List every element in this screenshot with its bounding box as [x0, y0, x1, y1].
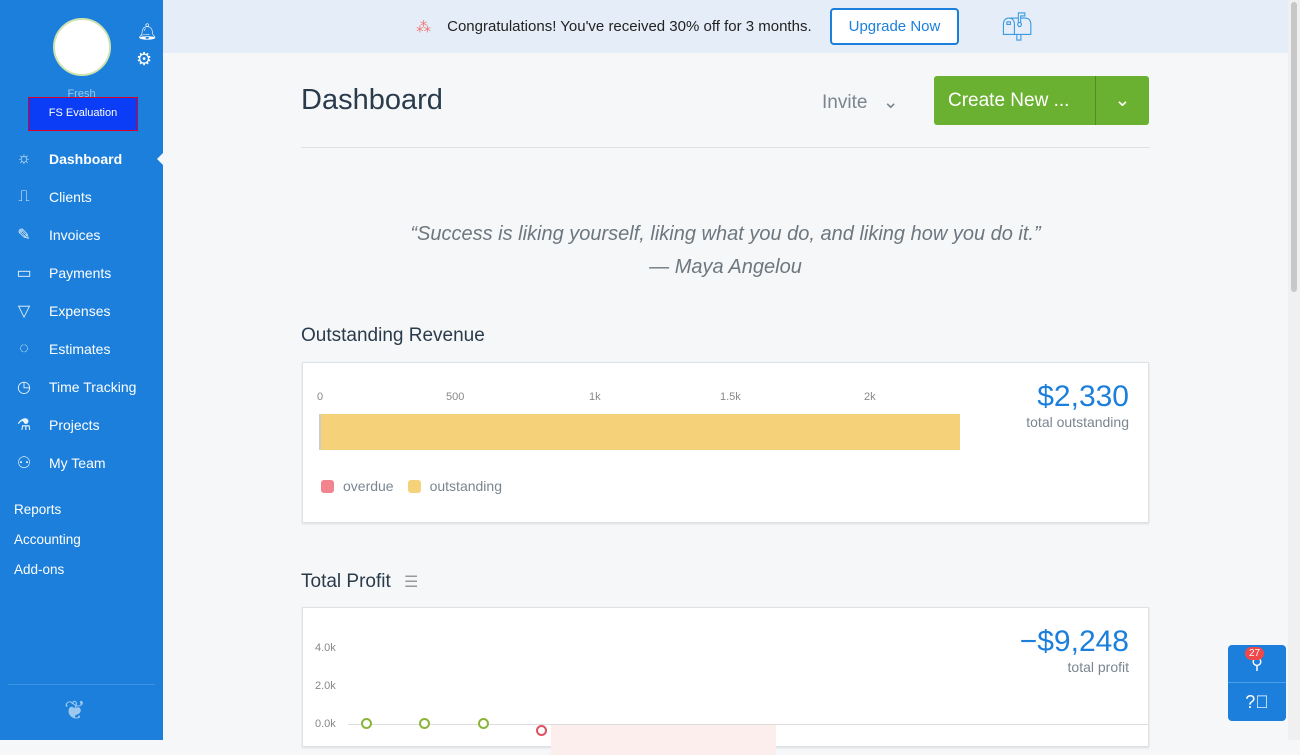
- invite-dropdown[interactable]: Invite ⌄: [822, 91, 899, 114]
- sidebar-item-accounting[interactable]: Accounting: [14, 532, 81, 547]
- sidebar-item-my-team[interactable]: ⚇ My Team: [0, 444, 163, 482]
- outstanding-revenue-card: 0 500 1k 1.5k 2k $2,330 total outstanding…: [302, 362, 1149, 523]
- outstanding-amount: $2,330: [1037, 380, 1129, 413]
- divider: [301, 147, 1150, 148]
- invoices-icon: ✎: [17, 227, 31, 244]
- clients-icon: ⎍: [18, 188, 30, 205]
- sidebar-item-estimates[interactable]: ◌ Estimates: [0, 330, 163, 368]
- team-icon: ⚇: [16, 455, 32, 472]
- payments-icon: ▭: [16, 265, 32, 282]
- sidebar-item-label: Invoices: [49, 227, 101, 243]
- profit-label: total profit: [1067, 659, 1129, 675]
- feedback-button[interactable]: ⚲: [1228, 645, 1286, 683]
- tick-label: 1k: [589, 391, 601, 403]
- clock-icon: ◷: [17, 379, 31, 396]
- sidebar-item-time-tracking[interactable]: ◷ Time Tracking: [0, 368, 163, 406]
- notification-badge: 27: [1245, 647, 1265, 660]
- outstanding-swatch: [407, 479, 421, 493]
- expenses-icon: ▽: [17, 303, 31, 320]
- sidebar-item-label: My Team: [49, 455, 106, 471]
- page-title: Dashboard: [301, 84, 443, 116]
- data-point[interactable]: [361, 718, 372, 729]
- profit-amount: −$9,248: [1019, 625, 1129, 658]
- y-tick-label: 0.0k: [315, 718, 336, 730]
- total-profit-label: Total Profit: [301, 571, 391, 592]
- sidebar-item-label: Expenses: [49, 303, 111, 319]
- sidebar-item-invoices[interactable]: ✎ Invoices: [0, 216, 163, 254]
- sidebar-item-clients[interactable]: ⎍ Clients: [0, 178, 163, 216]
- promo-banner: ⁂ Congratulations! You've received 30% o…: [163, 0, 1288, 53]
- legend-overdue: overdue: [343, 478, 394, 494]
- legend-outstanding: outstanding: [429, 478, 502, 494]
- upgrade-now-button[interactable]: Upgrade Now: [829, 8, 960, 45]
- avatar[interactable]: [53, 18, 111, 76]
- filter-settings-icon[interactable]: ☰: [404, 574, 419, 591]
- tick-label: 1.5k: [720, 391, 741, 403]
- outstanding-label: total outstanding: [1026, 414, 1129, 430]
- estimates-icon: ◌: [19, 340, 29, 357]
- tick-label: 0: [317, 391, 324, 403]
- mailbox-icon: 📫︎: [999, 11, 1035, 42]
- total-profit: −$9,248 total profit: [1020, 625, 1129, 675]
- legend: overdue outstanding: [321, 478, 502, 494]
- sidebar-item-label: Estimates: [49, 341, 111, 357]
- outstanding-revenue-title: Outstanding Revenue: [301, 325, 485, 346]
- sidebar-item-dashboard[interactable]: ☼ Dashboard: [0, 140, 163, 178]
- scrollbar[interactable]: [1288, 0, 1300, 740]
- invite-label: Invite: [822, 92, 868, 113]
- y-tick-label: 4.0k: [315, 642, 336, 654]
- loss-area: [551, 725, 776, 755]
- tick-label: 500: [446, 391, 465, 403]
- sidebar-item-label: Clients: [49, 189, 92, 205]
- sidebar-item-label: Dashboard: [49, 151, 123, 167]
- create-new-label: Create New ...: [948, 89, 1070, 111]
- sidebar-item-label: Projects: [49, 417, 100, 433]
- outstanding-bar[interactable]: [319, 414, 960, 450]
- banner-text: Congratulations! You've received 30% off…: [447, 18, 812, 35]
- sidebar-item-expenses[interactable]: ▽ Expenses: [0, 292, 163, 330]
- y-tick-label: 2.0k: [315, 680, 336, 692]
- sidebar-item-payments[interactable]: ▭ Payments: [0, 254, 163, 292]
- leaf-logo-icon: ❦: [64, 695, 86, 725]
- data-point[interactable]: [419, 718, 430, 729]
- sidebar-item-label: Time Tracking: [49, 379, 137, 395]
- bell-icon[interactable]: 🔔︎: [137, 24, 158, 41]
- total-profit-title: Total Profit ☰: [301, 571, 418, 593]
- divider: [8, 684, 155, 685]
- support-widget: ⚲ 27 ?⃝: [1228, 645, 1286, 721]
- create-new-button[interactable]: Create New ... ⌄: [934, 76, 1149, 125]
- quote: “Success is liking yourself, liking what…: [301, 218, 1150, 284]
- dashboard-icon: ☼: [16, 150, 32, 167]
- chevron-down-icon: ⌄: [882, 92, 899, 113]
- sidebar: 🔔︎ ⚙ Fresh FS Evaluation ☼ Dashboard ⎍ Cli…: [0, 0, 163, 740]
- account-label[interactable]: FS Evaluation: [28, 97, 138, 131]
- gear-icon[interactable]: ⚙: [136, 49, 153, 69]
- total-outstanding: $2,330 total outstanding: [1026, 380, 1129, 430]
- sidebar-item-add-ons[interactable]: Add-ons: [14, 562, 65, 577]
- confetti-icon: ⁂: [416, 18, 432, 36]
- sidebar-item-label: Payments: [49, 265, 112, 281]
- chevron-down-icon[interactable]: ⌄: [1095, 76, 1149, 125]
- quote-author: — Maya Angelou: [649, 256, 802, 278]
- total-profit-card: 4.0k 2.0k 0.0k −$9,248 total profit: [302, 607, 1149, 755]
- quote-text: “Success is liking yourself, liking what…: [410, 223, 1041, 245]
- overdue-swatch: [321, 479, 334, 493]
- data-point[interactable]: [478, 718, 489, 729]
- sidebar-item-projects[interactable]: ⚗ Projects: [0, 406, 163, 444]
- tick-label: 2k: [864, 391, 876, 403]
- help-icon[interactable]: ?⃝: [1245, 692, 1269, 712]
- zero-line: [348, 724, 1148, 725]
- sidebar-item-reports[interactable]: Reports: [14, 502, 62, 517]
- projects-icon: ⚗: [16, 417, 32, 434]
- data-point[interactable]: [536, 725, 547, 736]
